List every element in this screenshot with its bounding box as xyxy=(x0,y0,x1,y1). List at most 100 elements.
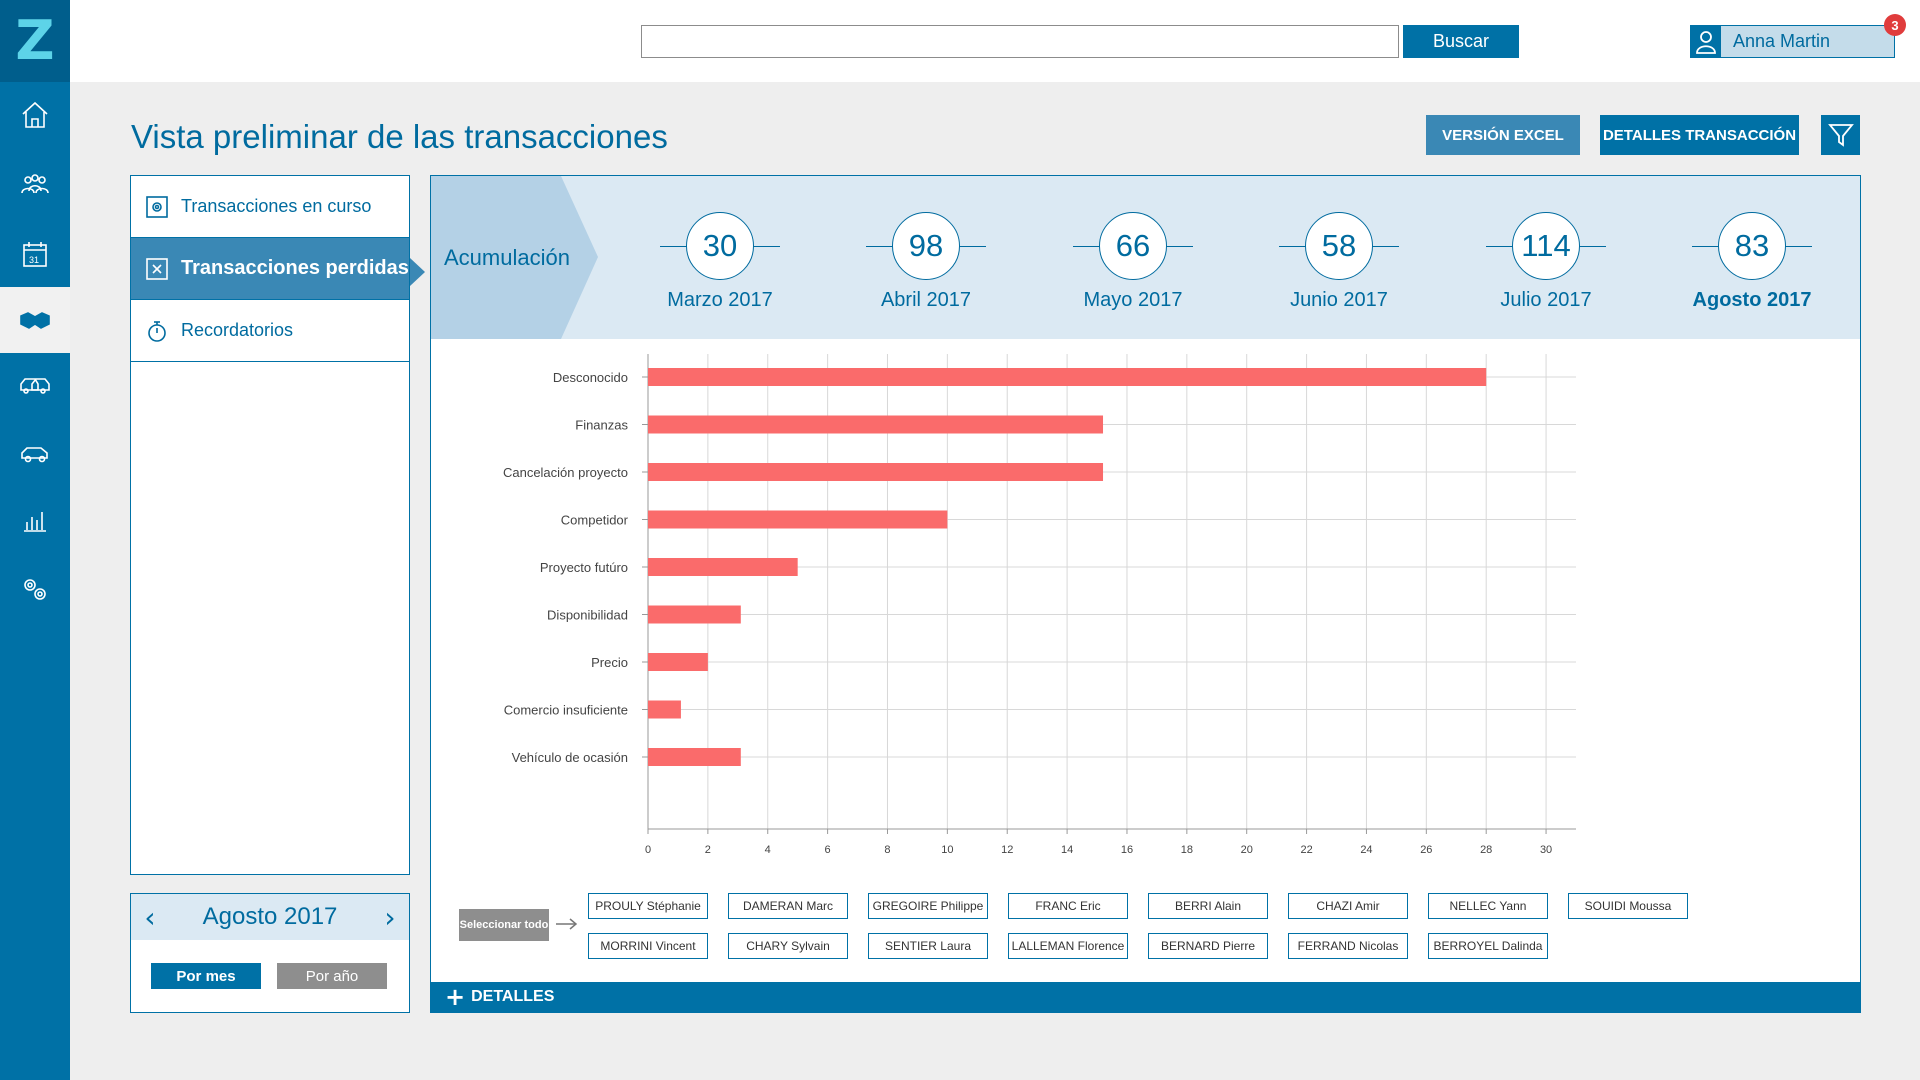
bar xyxy=(648,605,741,624)
chart-svg: Desconocido Finanzas Cancelación proyecto C… xyxy=(503,354,1576,856)
notification-badge[interactable]: 3 xyxy=(1884,14,1906,36)
app-logo[interactable]: Z xyxy=(0,0,70,82)
side-menu: Transacciones en curso Transacciones per… xyxy=(130,175,410,875)
search-button[interactable]: Buscar xyxy=(1403,25,1519,58)
timeline-item[interactable]: 58 Junio 2017 xyxy=(1269,211,1409,321)
category-label: Disponibilidad xyxy=(547,608,628,623)
transaction-details-button[interactable]: DETALLES TRANSACCIÓN xyxy=(1600,115,1799,155)
tick-label: 2 xyxy=(705,844,711,856)
search-input[interactable] xyxy=(641,25,1399,58)
timeline-item[interactable]: 98 Abril 2017 xyxy=(856,211,996,321)
nav-home[interactable] xyxy=(0,82,70,148)
sales-rep-chip[interactable]: CHAZI Amir xyxy=(1288,893,1408,919)
nav-reports[interactable] xyxy=(0,487,70,553)
tick-label: 28 xyxy=(1480,844,1492,856)
sales-rep-chip[interactable]: FRANC Eric xyxy=(1008,893,1128,919)
tick-label: 6 xyxy=(825,844,831,856)
excel-version-button[interactable]: VERSIÓN EXCEL xyxy=(1426,115,1580,155)
x-doc-icon xyxy=(146,257,168,280)
tick-label: 22 xyxy=(1300,844,1312,856)
arrow-right-icon xyxy=(555,914,579,934)
calendar-day: 31 xyxy=(29,255,39,265)
timeline-item-active[interactable]: 83 Agosto 2017 xyxy=(1682,211,1822,321)
timeline-item[interactable]: 114 Julio 2017 xyxy=(1476,211,1616,321)
sales-rep-chip[interactable]: PROULY Stéphanie xyxy=(588,893,708,919)
nav-transactions[interactable] xyxy=(0,287,70,353)
home-icon xyxy=(22,101,48,128)
sales-rep-chip[interactable]: BERNARD Pierre xyxy=(1148,933,1268,959)
bar xyxy=(648,415,1104,434)
sales-rep-chip[interactable]: CHARY Sylvain xyxy=(728,933,848,959)
timeline-item[interactable]: 30 Marzo 2017 xyxy=(650,211,790,321)
tick-label: 12 xyxy=(1001,844,1013,856)
nav-people[interactable] xyxy=(0,152,70,218)
bar xyxy=(648,653,708,671)
accumulation-label: Acumulación xyxy=(444,244,570,270)
side-item-reminders[interactable]: Recordatorios xyxy=(131,300,409,362)
select-all-button[interactable]: Seleccionar todo xyxy=(459,909,549,941)
gear-doc-icon xyxy=(146,195,168,218)
category-label: Precio xyxy=(591,655,628,670)
user-menu[interactable]: Anna Martin xyxy=(1690,25,1895,58)
side-item-label: Transacciones perdidas xyxy=(181,257,409,279)
sales-rep-chip[interactable]: SENTIER Laura xyxy=(868,933,988,959)
details-label: DETALLES xyxy=(471,988,555,1005)
filter-button[interactable] xyxy=(1821,115,1860,155)
vehicles-icon xyxy=(20,378,50,394)
tick-label: 8 xyxy=(884,844,890,856)
timeline-value: 66 xyxy=(1099,212,1167,280)
tick-label: 14 xyxy=(1061,844,1073,856)
timeline-label: Agosto 2017 xyxy=(1692,289,1812,311)
gear-doc-icon-wrap xyxy=(145,195,169,219)
chart-icon xyxy=(24,512,46,532)
car-icon xyxy=(21,447,48,463)
main-panel: Acumulación 30 Marzo 2017 98 Abril 2017 … xyxy=(430,175,1861,1013)
bar xyxy=(648,368,1487,386)
sales-rep-chip[interactable]: GREGOIRE Philippe xyxy=(868,893,988,919)
by-month-button[interactable]: Por mes xyxy=(151,963,261,989)
filter-icon xyxy=(1827,124,1854,147)
bar xyxy=(648,558,798,576)
sales-rep-chip[interactable]: NELLEC Yann xyxy=(1428,893,1548,919)
category-label: Desconocido xyxy=(553,370,628,385)
timeline-label: Junio 2017 xyxy=(1290,289,1388,311)
plus-icon: + xyxy=(445,983,466,1011)
nav-car[interactable] xyxy=(0,420,70,486)
chevron-right-icon[interactable]: › xyxy=(384,900,396,934)
sales-rep-chip[interactable]: BERRI Alain xyxy=(1148,893,1268,919)
sales-rep-chip[interactable]: FERRAND Nicolas xyxy=(1288,933,1408,959)
side-item-lost[interactable]: Transacciones perdidas xyxy=(131,238,409,300)
sales-rep-chip[interactable]: BERROYEL Dalinda xyxy=(1428,933,1548,959)
by-year-button[interactable]: Por año xyxy=(277,963,387,989)
timeline-item[interactable]: 66 Mayo 2017 xyxy=(1063,211,1203,321)
timeline-value: 58 xyxy=(1305,212,1373,280)
category-label: Proyecto futúro xyxy=(540,560,628,575)
nav-calendar[interactable]: 31 xyxy=(0,221,70,287)
handshake-icon xyxy=(20,312,50,329)
chevron-left-icon[interactable]: ‹ xyxy=(144,900,156,934)
lost-reasons-chart: Desconocido Finanzas Cancelación proyecto C… xyxy=(431,339,1860,919)
tick-label: 16 xyxy=(1121,844,1133,856)
category-label: Finanzas xyxy=(575,418,628,433)
sales-rep-chip[interactable]: SOUIDI Moussa xyxy=(1568,893,1688,919)
period-header: ‹ Agosto 2017 › xyxy=(131,894,409,940)
bar xyxy=(648,510,948,529)
sales-rep-chip[interactable]: DAMERAN Marc xyxy=(728,893,848,919)
timeline-label: Julio 2017 xyxy=(1500,289,1592,311)
side-item-label: Transacciones en curso xyxy=(181,196,372,216)
tick-label: 20 xyxy=(1241,844,1253,856)
sales-rep-chip[interactable]: LALLEMAN Florence xyxy=(1008,933,1128,959)
nav-vehicles[interactable] xyxy=(0,353,70,419)
nav-settings[interactable] xyxy=(0,556,70,622)
timeline-value: 83 xyxy=(1718,212,1786,280)
settings-icon xyxy=(24,579,46,600)
details-toggle[interactable]: + DETALLES xyxy=(431,982,1860,1012)
accumulation-tab[interactable]: Acumulación xyxy=(431,176,598,339)
category-label: Comercio insuficiente xyxy=(504,703,628,718)
timeline: Acumulación 30 Marzo 2017 98 Abril 2017 … xyxy=(431,176,1860,339)
page-title: Vista preliminar de las transacciones xyxy=(131,118,668,155)
period-selector: ‹ Agosto 2017 › Por mes Por año xyxy=(130,893,410,1013)
calendar-icon: 31 xyxy=(23,242,47,267)
sales-rep-chip[interactable]: MORRINI Vincent xyxy=(588,933,708,959)
side-item-ongoing[interactable]: Transacciones en curso xyxy=(131,176,409,238)
